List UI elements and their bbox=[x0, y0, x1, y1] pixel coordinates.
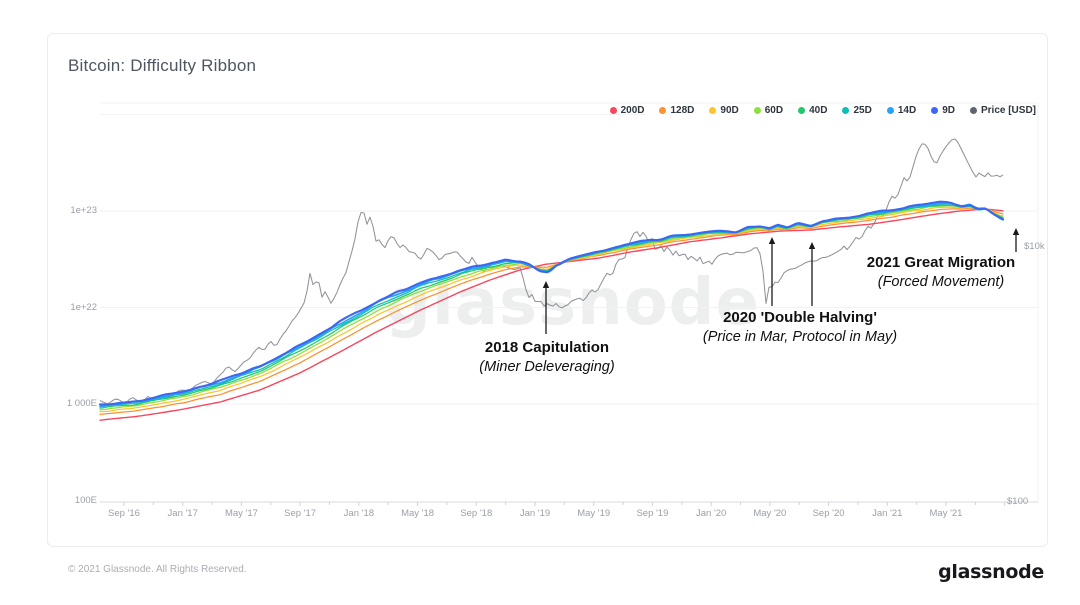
legend-dot bbox=[798, 107, 806, 114]
annotation-title: 2021 Great Migration bbox=[866, 254, 1016, 271]
price-series bbox=[99, 138, 1004, 404]
annotation-arrow-head bbox=[1012, 228, 1020, 235]
legend-label: 60D bbox=[764, 105, 784, 116]
legend-label: 14D bbox=[897, 105, 917, 116]
legend-dot bbox=[753, 107, 761, 114]
legend-item-90d[interactable]: 90D bbox=[709, 105, 739, 116]
x-axis-label: May '18 bbox=[401, 508, 435, 519]
plot-area[interactable] bbox=[100, 103, 1038, 502]
glassnode-logo[interactable]: glassnode bbox=[938, 561, 1044, 583]
x-axis-label: May '20 bbox=[753, 508, 787, 519]
legend-dot bbox=[609, 107, 617, 114]
annotation-title: 2018 Capitulation bbox=[484, 339, 610, 356]
annotation-arrow-head bbox=[542, 281, 550, 288]
x-axis-label: Jan '17 bbox=[167, 508, 198, 519]
legend-label: 200D bbox=[620, 105, 645, 116]
x-axis-label: Jan '19 bbox=[519, 508, 551, 519]
legend-dot bbox=[842, 107, 850, 114]
legend-dot bbox=[886, 107, 894, 114]
annotation-title: 2020 'Double Halving' bbox=[723, 309, 877, 326]
x-axis-label: Sep '18 bbox=[460, 508, 493, 519]
annotation-subtitle: (Forced Movement) bbox=[877, 273, 1005, 290]
y-axis-label: 100E bbox=[74, 494, 97, 506]
legend-dot bbox=[969, 107, 977, 114]
legend-label: 128D bbox=[670, 105, 695, 116]
x-axis-label: Sep '17 bbox=[284, 508, 317, 519]
legend: 200D 128D 90D 60D 40D 25D 14D 9D Price [USD] bbox=[609, 105, 1036, 116]
ribbon-128d bbox=[99, 207, 1004, 416]
legend-item-128d[interactable]: 128D bbox=[659, 105, 694, 116]
x-axis-label: Jan '18 bbox=[343, 508, 375, 519]
footer-copyright: © 2021 Glassnode. All Rights Reserved. bbox=[68, 564, 247, 575]
legend-item-25d[interactable]: 25D bbox=[842, 105, 872, 116]
x-axis-label: Jan '20 bbox=[695, 508, 727, 519]
ribbon-200d bbox=[99, 208, 1004, 421]
ribbon-90d bbox=[99, 206, 1004, 413]
x-axis-label: May '17 bbox=[224, 508, 258, 519]
legend-item-60d[interactable]: 60D bbox=[753, 105, 784, 116]
legend-label: 90D bbox=[720, 105, 739, 116]
y-axis-label: 1e+22 bbox=[70, 301, 97, 313]
legend-item-price-usd-[interactable]: Price [USD] bbox=[969, 105, 1036, 116]
x-axis-label: May '19 bbox=[577, 508, 611, 519]
legend-item-40d[interactable]: 40D bbox=[798, 105, 827, 116]
annotation-subtitle: (Miner Deleveraging) bbox=[479, 358, 615, 375]
x-axis-label: Sep '20 bbox=[812, 508, 845, 519]
legend-label: 25D bbox=[853, 105, 872, 116]
legend-label: 9D bbox=[942, 105, 955, 116]
y-axis-label: 1e+23 bbox=[70, 205, 97, 216]
x-axis-label: Sep '16 bbox=[108, 508, 140, 519]
chart-title: Bitcoin: Difficulty Ribbon bbox=[68, 56, 257, 75]
legend-item-9d[interactable]: 9D bbox=[931, 105, 955, 116]
legend-label: 40D bbox=[809, 105, 828, 116]
legend-dot bbox=[709, 107, 717, 114]
annotation-arrow-head bbox=[808, 242, 816, 249]
x-axis-label: May '21 bbox=[929, 508, 963, 519]
legend-item-200d[interactable]: 200D bbox=[609, 105, 645, 116]
legend-item-14d[interactable]: 14D bbox=[886, 105, 917, 116]
legend-dot bbox=[659, 107, 667, 114]
annotation-arrow-head bbox=[768, 237, 776, 244]
legend-dot bbox=[931, 107, 939, 114]
annotation-2020-double-halving: 2020 'Double Halving' (Price in Mar, Prot… bbox=[630, 309, 970, 346]
y-axis-label: 1 000E bbox=[66, 398, 97, 409]
x-axis-label: Sep '19 bbox=[636, 508, 669, 519]
chart-card bbox=[47, 33, 1048, 547]
annotation-2021-great-migration: 2021 Great Migration (Forced Movement) bbox=[771, 254, 1080, 291]
price-axis-label: $10k bbox=[1024, 241, 1045, 252]
annotation-subtitle: (Price in Mar, Protocol in May) bbox=[702, 328, 898, 345]
legend-label: Price [USD] bbox=[980, 105, 1036, 116]
annotation-2018-capitulation: 2018 Capitulation (Miner Deleveraging) bbox=[377, 339, 717, 376]
x-axis-label: Jan '21 bbox=[872, 508, 903, 519]
price-axis-label: $100 bbox=[1007, 496, 1029, 507]
ribbon-9d bbox=[98, 200, 1005, 406]
